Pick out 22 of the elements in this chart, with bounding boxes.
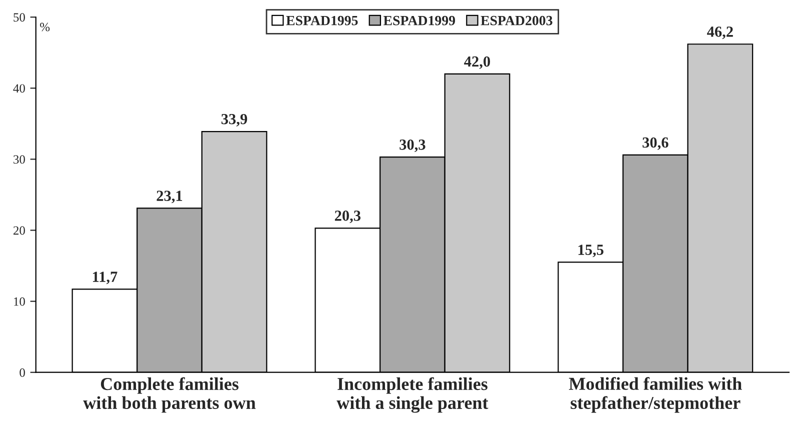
- data-label: 20,3: [334, 210, 361, 224]
- legend-label: ESPAD2003: [480, 16, 552, 26]
- data-label: 30,6: [642, 137, 668, 150]
- data-label: 15,5: [578, 244, 604, 258]
- legend-label: ESPAD1995: [286, 16, 358, 26]
- x-tick-label: Complete families with both parents own: [83, 377, 256, 413]
- x-tick-label: Incomplete families with a single parent: [336, 377, 488, 413]
- data-label: 11,7: [92, 272, 118, 284]
- data-label: 46,2: [707, 26, 733, 40]
- data-label: 42,0: [464, 56, 490, 69]
- x-tick-label: Modified families with stepfather/stepmother: [568, 377, 742, 413]
- y-tick-label: 40: [13, 84, 25, 93]
- legend-label: ESPAD1999: [383, 16, 456, 26]
- data-label: 23,1: [156, 190, 182, 204]
- data-label: 30,3: [400, 140, 426, 152]
- y-tick-label: 10: [14, 297, 25, 306]
- y-tick-label: 50: [14, 13, 25, 22]
- y-tick-label: 20: [13, 226, 25, 235]
- y-axis-title: %: [40, 22, 50, 32]
- data-label: 33,9: [221, 114, 248, 126]
- y-tick-label: 0: [20, 368, 25, 377]
- y-tick-label: 30: [14, 155, 25, 164]
